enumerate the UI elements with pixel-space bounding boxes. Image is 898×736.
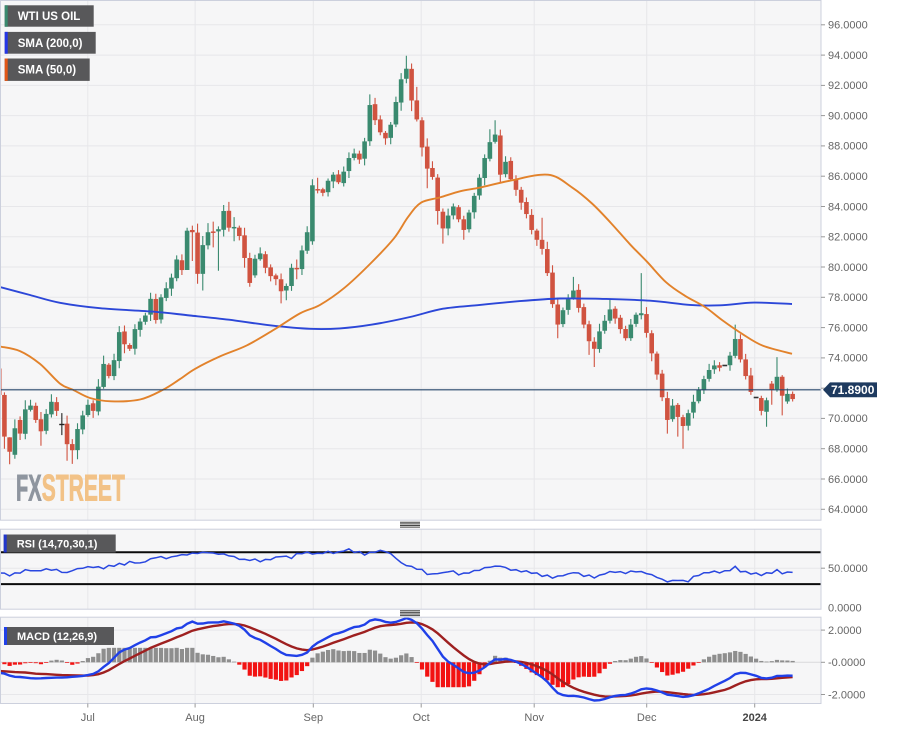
- svg-text:86.0000: 86.0000: [828, 171, 868, 183]
- svg-text:64.0000: 64.0000: [828, 504, 868, 516]
- svg-text:70.0000: 70.0000: [828, 413, 868, 425]
- svg-text:Dec: Dec: [637, 712, 657, 724]
- svg-text:Nov: Nov: [524, 712, 544, 724]
- svg-text:76.0000: 76.0000: [828, 322, 868, 334]
- svg-text:RSI (14,70,30,1): RSI (14,70,30,1): [17, 539, 98, 551]
- svg-text:0.0000: 0.0000: [828, 603, 862, 615]
- svg-text:68.0000: 68.0000: [828, 444, 868, 456]
- svg-text:MACD (12,26,9): MACD (12,26,9): [17, 631, 97, 643]
- svg-text:88.0000: 88.0000: [828, 141, 868, 153]
- svg-text:Jul: Jul: [81, 712, 95, 724]
- svg-text:66.0000: 66.0000: [828, 474, 868, 486]
- svg-text:2024: 2024: [742, 712, 767, 724]
- svg-text:71.8900: 71.8900: [831, 383, 875, 397]
- svg-text:SMA (50,0): SMA (50,0): [18, 65, 77, 77]
- svg-text:Oct: Oct: [413, 712, 430, 724]
- svg-text:84.0000: 84.0000: [828, 201, 868, 213]
- svg-text:Aug: Aug: [185, 712, 205, 724]
- svg-text:50.0000: 50.0000: [828, 563, 868, 575]
- svg-text:SMA (200,0): SMA (200,0): [18, 38, 83, 50]
- svg-text:Sep: Sep: [304, 712, 324, 724]
- svg-text:-0.0000: -0.0000: [828, 657, 865, 669]
- svg-text:2.0000: 2.0000: [828, 625, 862, 637]
- svg-text:78.0000: 78.0000: [828, 292, 868, 304]
- svg-text:94.0000: 94.0000: [828, 50, 868, 62]
- svg-text:STREET: STREET: [42, 467, 125, 509]
- svg-text:80.0000: 80.0000: [828, 262, 868, 274]
- svg-text:-2.0000: -2.0000: [828, 689, 865, 701]
- svg-text:92.0000: 92.0000: [828, 80, 868, 92]
- svg-text:WTI US OIL: WTI US OIL: [18, 11, 81, 23]
- svg-text:FX: FX: [16, 467, 42, 509]
- svg-text:90.0000: 90.0000: [828, 110, 868, 122]
- svg-text:96.0000: 96.0000: [828, 20, 868, 32]
- svg-text:74.0000: 74.0000: [828, 353, 868, 365]
- svg-text:82.0000: 82.0000: [828, 232, 868, 244]
